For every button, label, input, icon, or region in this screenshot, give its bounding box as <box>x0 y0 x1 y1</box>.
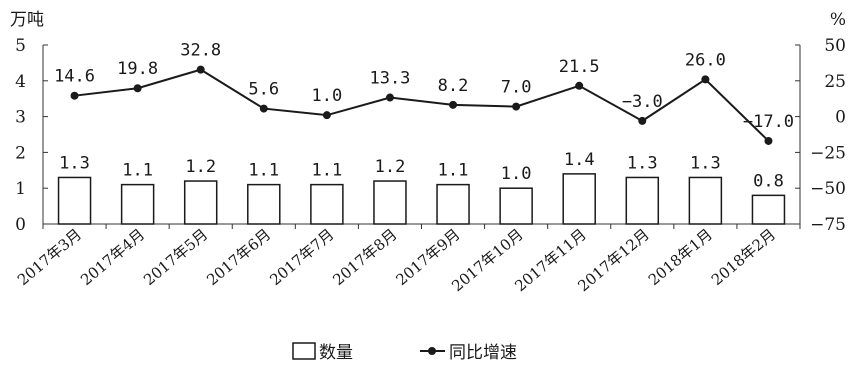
x-category-label: 2017年6月 <box>203 225 274 289</box>
line-value-label: 1.0 <box>312 86 343 106</box>
data-labels: 1.3 1.1 1.2 1.1 1.1 1.2 1.1 1.0 1.4 1.3 1.3 0.8 14.6… <box>54 41 794 192</box>
bar-value-label: 1.1 <box>312 161 343 181</box>
line-point <box>259 104 268 113</box>
line-value-label: 8.2 <box>438 76 469 96</box>
y-right-tick-label: 50 <box>824 36 846 56</box>
line-point <box>449 100 458 109</box>
x-category-label: 2017年5月 <box>140 225 211 289</box>
bar <box>57 176 92 225</box>
bar-value-label: 0.8 <box>753 171 784 191</box>
line-series <box>70 65 773 145</box>
bar-value-label: 1.2 <box>185 157 216 177</box>
bar-series <box>57 173 786 225</box>
line-value-label: 26.0 <box>685 50 726 70</box>
bar <box>310 183 344 225</box>
y-right-tick-label: −50 <box>810 179 846 199</box>
y-left-tick-label: 4 <box>15 72 26 92</box>
line-point <box>701 75 710 84</box>
line-point <box>322 111 331 120</box>
y-right-unit: % <box>830 10 846 30</box>
legend-bar-swatch <box>292 342 316 360</box>
axes: 0 1 2 3 4 5 −75 −50 −25 0 25 50 万吨% <box>10 10 846 235</box>
legend-line-label: 同比增速 <box>449 343 517 363</box>
bar <box>625 176 660 225</box>
bar-value-label: 1.0 <box>501 164 532 184</box>
bar <box>499 187 533 225</box>
bar-value-label: 1.2 <box>375 157 406 177</box>
x-axis-tick-labels: 2017年3月2017年4月2017年5月2017年6月2017年7月2017年… <box>14 225 779 295</box>
bar <box>373 180 407 225</box>
x-category-label: 2018年1月 <box>645 225 716 289</box>
line-point <box>764 136 773 145</box>
bar-value-label: 1.3 <box>627 153 658 173</box>
line-value-label: 21.5 <box>559 57 600 77</box>
y-left-tick-label: 0 <box>15 215 26 235</box>
line-value-label: 7.0 <box>501 78 532 98</box>
y-right-tick-label: 25 <box>824 72 846 92</box>
legend-line-marker <box>428 347 436 355</box>
bar <box>562 173 596 225</box>
bar <box>688 176 723 225</box>
legend-bar-label: 数量 <box>319 343 353 363</box>
bar <box>247 183 281 225</box>
legend: 数量 同比增速 <box>292 342 517 363</box>
bar-value-label: 1.4 <box>564 150 595 170</box>
y-left-unit: 万吨 <box>10 10 44 30</box>
y-left-tick-label: 2 <box>15 143 26 163</box>
bar <box>120 183 155 225</box>
line-value-label: −17.0 <box>743 112 794 132</box>
y-left-tick-label: 5 <box>15 36 26 56</box>
bar-value-label: 1.3 <box>690 153 721 173</box>
bar-value-label: 1.3 <box>59 153 90 173</box>
growth-line <box>74 68 770 142</box>
line-point <box>575 81 584 90</box>
bar-value-label: 1.1 <box>122 161 153 181</box>
line-point <box>512 102 521 111</box>
line-value-label: 14.6 <box>54 67 95 87</box>
line-point <box>385 93 394 102</box>
bar <box>183 180 218 225</box>
bar-value-label: 1.1 <box>248 161 279 181</box>
bar <box>436 183 470 225</box>
x-category-label: 2017年7月 <box>266 225 337 289</box>
line-value-label: 13.3 <box>369 69 410 89</box>
bar <box>751 194 786 225</box>
line-value-label: 32.8 <box>180 41 221 61</box>
y-left-tick-label: 3 <box>15 108 26 128</box>
x-category-label: 2017年4月 <box>77 225 148 289</box>
line-value-label: 19.8 <box>117 59 158 79</box>
x-category-label: 2018年2月 <box>708 225 779 289</box>
line-value-label: −3.0 <box>622 92 663 112</box>
line-point <box>133 84 142 93</box>
bar-value-label: 1.1 <box>438 161 469 181</box>
y-right-tick-label: 0 <box>835 108 846 128</box>
x-category-label: 2017年8月 <box>329 225 400 289</box>
y-right-tick-label: −25 <box>810 143 846 163</box>
y-right-tick-label: −75 <box>810 215 846 235</box>
line-value-label: 5.6 <box>248 80 279 100</box>
line-point <box>70 91 79 100</box>
y-left-tick-label: 1 <box>15 179 26 199</box>
line-point <box>196 65 205 74</box>
line-point <box>638 116 647 125</box>
